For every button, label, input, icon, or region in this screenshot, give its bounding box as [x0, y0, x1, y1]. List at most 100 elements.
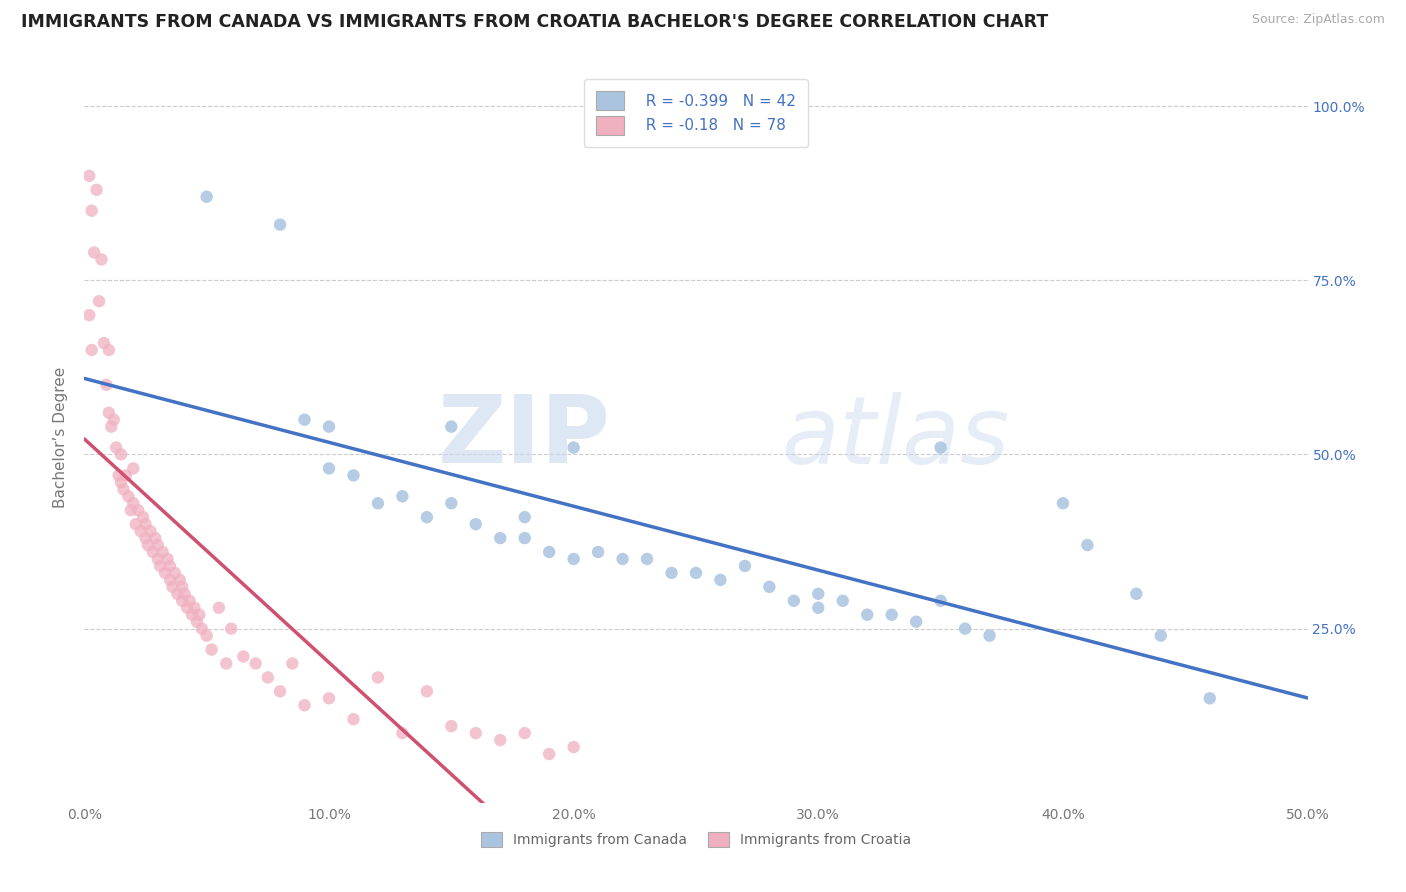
Point [80, 343, 103, 357]
Point [172, 594, 194, 608]
Point [159, 573, 181, 587]
Point [97, 343, 120, 357]
Point [152, 545, 174, 559]
Point [294, 412, 316, 426]
Point [269, 684, 291, 698]
Point [83, 245, 105, 260]
Point [1198, 691, 1220, 706]
Point [318, 691, 340, 706]
Point [122, 496, 145, 510]
Point [149, 558, 172, 573]
Point [176, 600, 198, 615]
Point [929, 441, 952, 455]
Point [758, 580, 780, 594]
Point [195, 629, 218, 643]
Point [172, 580, 194, 594]
Point [318, 461, 340, 475]
Point [100, 419, 122, 434]
Point [562, 441, 585, 455]
Point [416, 510, 439, 524]
Text: IMMIGRANTS FROM CANADA VS IMMIGRANTS FROM CROATIA BACHELOR'S DEGREE CORRELATION : IMMIGRANTS FROM CANADA VS IMMIGRANTS FRO… [21, 13, 1049, 31]
Point [1150, 629, 1173, 643]
Point [440, 419, 463, 434]
Point [513, 531, 536, 545]
Point [110, 475, 132, 490]
Point [562, 740, 585, 755]
Point [183, 600, 205, 615]
Point [86, 183, 108, 197]
Text: Source: ZipAtlas.com: Source: ZipAtlas.com [1251, 13, 1385, 27]
Point [162, 580, 184, 594]
Point [367, 670, 389, 684]
Point [219, 622, 242, 636]
Point [115, 468, 138, 483]
Text: atlas: atlas [782, 392, 1010, 483]
Point [342, 712, 364, 726]
Point [127, 503, 149, 517]
Point [186, 615, 208, 629]
Point [169, 573, 191, 587]
Point [367, 496, 389, 510]
Point [146, 552, 169, 566]
Point [117, 489, 139, 503]
Point [880, 607, 903, 622]
Text: ZIP: ZIP [437, 391, 610, 483]
Point [538, 545, 561, 559]
Point [636, 552, 658, 566]
Point [122, 461, 145, 475]
Point [612, 552, 634, 566]
Point [173, 587, 195, 601]
Point [856, 607, 879, 622]
Point [120, 503, 142, 517]
Point [129, 524, 152, 538]
Point [783, 594, 806, 608]
Point [96, 377, 118, 392]
Point [135, 531, 157, 545]
Point [125, 517, 148, 532]
Point [513, 726, 536, 740]
Point [905, 615, 928, 629]
Point [440, 496, 463, 510]
Point [136, 538, 159, 552]
Point [77, 169, 100, 183]
Point [103, 412, 125, 426]
Point [188, 607, 211, 622]
Point [139, 524, 162, 538]
Point [146, 538, 169, 552]
Point [179, 594, 201, 608]
Point [734, 558, 756, 573]
Point [181, 607, 204, 622]
Point [513, 510, 536, 524]
Point [191, 622, 214, 636]
Point [440, 719, 463, 733]
Point [464, 726, 486, 740]
Point [93, 336, 115, 351]
Point [294, 698, 316, 713]
Point [156, 552, 179, 566]
Point [105, 441, 128, 455]
Point [281, 657, 304, 671]
Point [391, 489, 413, 503]
Point [215, 657, 238, 671]
Point [489, 531, 512, 545]
Y-axis label: Bachelor’s Degree: Bachelor’s Degree [53, 367, 69, 508]
Point [709, 573, 731, 587]
Point [489, 733, 512, 747]
Point [245, 657, 267, 671]
Point [685, 566, 707, 580]
Legend: Immigrants from Canada, Immigrants from Croatia: Immigrants from Canada, Immigrants from … [474, 825, 918, 855]
Point [135, 517, 157, 532]
Point [159, 558, 181, 573]
Point [163, 566, 186, 580]
Point [807, 600, 830, 615]
Point [661, 566, 683, 580]
Point [538, 747, 561, 761]
Point [831, 594, 853, 608]
Point [87, 294, 110, 309]
Point [112, 483, 135, 497]
Point [1076, 538, 1098, 552]
Point [979, 629, 1001, 643]
Point [77, 308, 100, 322]
Point [132, 510, 155, 524]
Point [1052, 496, 1074, 510]
